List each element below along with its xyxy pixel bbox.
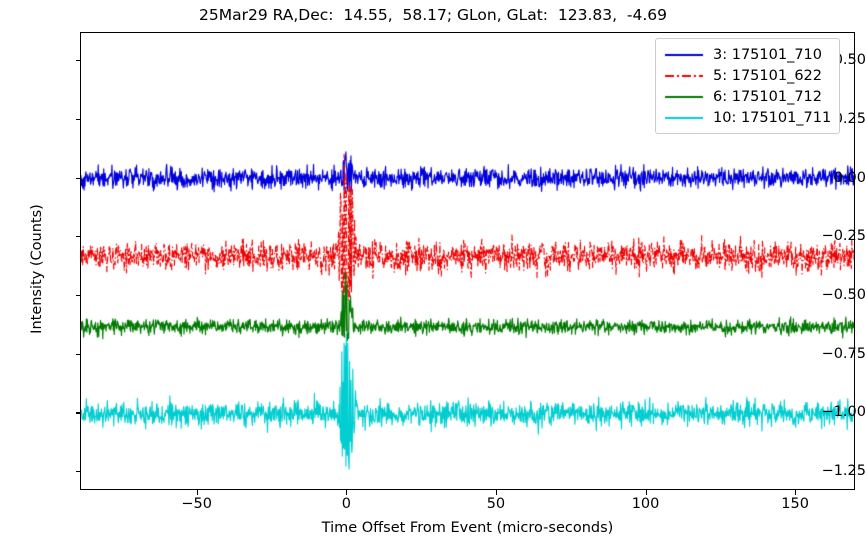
page-title: 25Mar29 RA,Dec: 14.55, 58.17; GLon, GLat… bbox=[199, 6, 667, 24]
y-tick-mark bbox=[76, 60, 81, 62]
y-tick-mark bbox=[76, 412, 81, 414]
legend-box: 3: 175101_710 5: 175101_622 6: 175101_712 1… bbox=[655, 38, 841, 134]
y-tick-label: 0.25 bbox=[833, 110, 866, 127]
x-tick-mark bbox=[196, 490, 198, 495]
legend-item-label: 10: 175101_711 bbox=[713, 109, 832, 126]
y-tick-label: −0.50 bbox=[821, 287, 866, 304]
legend-line-swatch bbox=[664, 47, 704, 62]
legend-item[interactable]: 10: 175101_711 bbox=[664, 107, 831, 128]
x-tick-mark bbox=[795, 490, 797, 495]
legend-item-label: 3: 175101_710 bbox=[713, 46, 822, 63]
y-tick-label: −1.00 bbox=[821, 404, 866, 421]
legend-line-swatch bbox=[664, 89, 704, 104]
legend-item[interactable]: 3: 175101_710 bbox=[664, 44, 831, 65]
x-tick-label: 0 bbox=[341, 496, 351, 512]
x-tick-label: 150 bbox=[781, 496, 809, 512]
y-tick-mark bbox=[76, 177, 81, 179]
y-tick-label: −1.25 bbox=[821, 463, 866, 480]
y-tick-mark bbox=[76, 471, 81, 473]
y-tick-mark bbox=[76, 118, 81, 120]
legend-item[interactable]: 6: 175101_712 bbox=[664, 86, 831, 107]
y-tick-mark bbox=[76, 353, 81, 355]
legend-item-label: 5: 175101_622 bbox=[713, 67, 822, 84]
x-tick-mark bbox=[346, 490, 348, 495]
legend-item-label: 6: 175101_712 bbox=[713, 88, 822, 105]
x-tick-label: 50 bbox=[486, 496, 506, 512]
x-tick-mark bbox=[495, 490, 498, 495]
y-tick-mark bbox=[76, 295, 81, 297]
y-tick-label: 0.00 bbox=[833, 169, 866, 186]
x-tick-mark bbox=[645, 490, 647, 495]
legend-item[interactable]: 5: 175101_622 bbox=[664, 65, 831, 86]
x-tick-label: 100 bbox=[631, 496, 660, 512]
x-axis-label: Time Offset From Event (micro-seconds) bbox=[321, 520, 614, 536]
y-tick-label: −0.25 bbox=[821, 228, 866, 245]
y-axis-label: Intensity (Counts) bbox=[29, 204, 45, 334]
x-tick-label: −50 bbox=[181, 496, 212, 512]
legend-line-swatch bbox=[664, 68, 704, 83]
legend-line-swatch bbox=[664, 110, 704, 125]
y-tick-label: −0.75 bbox=[821, 345, 866, 362]
y-tick-mark bbox=[76, 236, 81, 238]
y-tick-label: 0.50 bbox=[833, 52, 866, 69]
